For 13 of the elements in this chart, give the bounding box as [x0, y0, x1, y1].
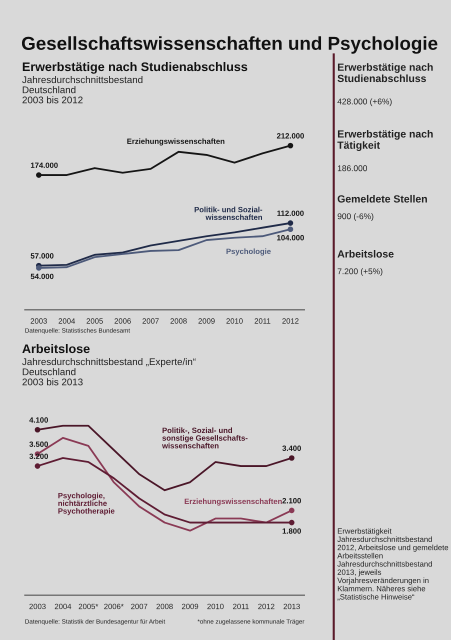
text: Gemeldete Stellen	[338, 194, 427, 203]
chart-title: Arbeitslose	[22, 344, 90, 354]
text: 900 (-6%)	[338, 213, 374, 221]
chart-subtitle: Jahresdurchschnittsbestand „Experte/in“ Deutschland 2003 bis 2013	[22, 358, 196, 386]
text: Erwerbstätige nach Studienabschluss	[338, 63, 433, 82]
text: 186.000	[338, 165, 368, 172]
chart-subtitle: Jahresdurchschnittsbestand Deutschland 2003 bis 2012	[22, 76, 142, 104]
text: Arbeitslose	[338, 250, 394, 258]
text: 428.000 (+6%)	[337, 98, 392, 106]
text: Erwerbstätige nach Tätigkeit	[337, 130, 433, 151]
chart-title: Erwerbstätige nach Studienabschluss	[22, 62, 248, 74]
text: Gesellschaftswissenschaften und Psychologie	[22, 36, 438, 54]
text: 7.200 (+5%)	[338, 268, 382, 276]
